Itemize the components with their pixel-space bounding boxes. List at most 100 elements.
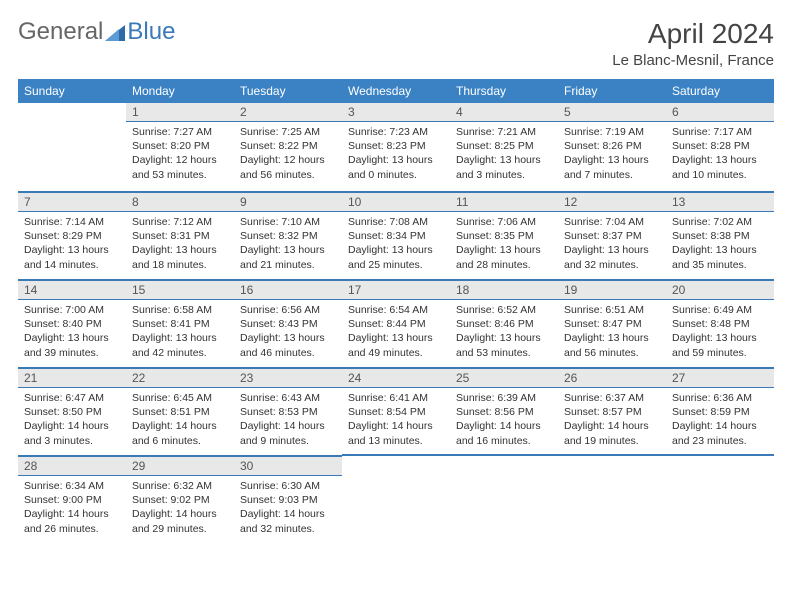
month-title: April 2024	[612, 18, 774, 50]
calendar-day-cell: 19Sunrise: 6:51 AMSunset: 8:47 PMDayligh…	[558, 279, 666, 367]
daylight-line: Daylight: 14 hours and 26 minutes.	[24, 507, 120, 535]
daylight-line: Daylight: 13 hours and 7 minutes.	[564, 153, 660, 181]
calendar-table: SundayMondayTuesdayWednesdayThursdayFrid…	[18, 79, 774, 543]
daylight-line: Daylight: 13 hours and 35 minutes.	[672, 243, 768, 271]
sunset-line: Sunset: 8:20 PM	[132, 139, 228, 153]
daylight-line: Daylight: 13 hours and 21 minutes.	[240, 243, 336, 271]
sunrise-line: Sunrise: 6:58 AM	[132, 303, 228, 317]
day-body: Sunrise: 6:43 AMSunset: 8:53 PMDaylight:…	[234, 388, 342, 452]
calendar-day-cell: 6Sunrise: 7:17 AMSunset: 8:28 PMDaylight…	[666, 103, 774, 191]
day-number: 26	[558, 367, 666, 388]
sunrise-line: Sunrise: 7:10 AM	[240, 215, 336, 229]
day-number: 8	[126, 191, 234, 212]
sunrise-line: Sunrise: 7:27 AM	[132, 125, 228, 139]
calendar-body: 1Sunrise: 7:27 AMSunset: 8:20 PMDaylight…	[18, 103, 774, 543]
sunrise-line: Sunrise: 6:41 AM	[348, 391, 444, 405]
daylight-line: Daylight: 13 hours and 53 minutes.	[456, 331, 552, 359]
sunrise-line: Sunrise: 6:30 AM	[240, 479, 336, 493]
day-body: Sunrise: 6:37 AMSunset: 8:57 PMDaylight:…	[558, 388, 666, 452]
sunset-line: Sunset: 8:38 PM	[672, 229, 768, 243]
sunset-line: Sunset: 8:44 PM	[348, 317, 444, 331]
calendar-day-cell: 3Sunrise: 7:23 AMSunset: 8:23 PMDaylight…	[342, 103, 450, 191]
day-body: Sunrise: 7:23 AMSunset: 8:23 PMDaylight:…	[342, 122, 450, 186]
daylight-line: Daylight: 14 hours and 32 minutes.	[240, 507, 336, 535]
day-number: 13	[666, 191, 774, 212]
sunset-line: Sunset: 8:34 PM	[348, 229, 444, 243]
sunset-line: Sunset: 8:25 PM	[456, 139, 552, 153]
sunrise-line: Sunrise: 6:54 AM	[348, 303, 444, 317]
calendar-week-row: 28Sunrise: 6:34 AMSunset: 9:00 PMDayligh…	[18, 455, 774, 543]
sunrise-line: Sunrise: 6:47 AM	[24, 391, 120, 405]
day-number: 12	[558, 191, 666, 212]
day-number: 18	[450, 279, 558, 300]
calendar-week-row: 1Sunrise: 7:27 AMSunset: 8:20 PMDaylight…	[18, 103, 774, 191]
daylight-line: Daylight: 13 hours and 28 minutes.	[456, 243, 552, 271]
day-body: Sunrise: 6:58 AMSunset: 8:41 PMDaylight:…	[126, 300, 234, 364]
day-body: Sunrise: 6:47 AMSunset: 8:50 PMDaylight:…	[18, 388, 126, 452]
sunrise-line: Sunrise: 6:39 AM	[456, 391, 552, 405]
calendar-empty-cell	[450, 455, 558, 543]
sunset-line: Sunset: 8:51 PM	[132, 405, 228, 419]
day-number: 16	[234, 279, 342, 300]
calendar-day-cell: 16Sunrise: 6:56 AMSunset: 8:43 PMDayligh…	[234, 279, 342, 367]
day-body: Sunrise: 6:39 AMSunset: 8:56 PMDaylight:…	[450, 388, 558, 452]
calendar-day-cell: 20Sunrise: 6:49 AMSunset: 8:48 PMDayligh…	[666, 279, 774, 367]
day-body: Sunrise: 7:12 AMSunset: 8:31 PMDaylight:…	[126, 212, 234, 276]
sunrise-line: Sunrise: 6:45 AM	[132, 391, 228, 405]
day-body: Sunrise: 6:56 AMSunset: 8:43 PMDaylight:…	[234, 300, 342, 364]
day-number: 3	[342, 103, 450, 122]
calendar-day-cell: 1Sunrise: 7:27 AMSunset: 8:20 PMDaylight…	[126, 103, 234, 191]
day-body: Sunrise: 6:32 AMSunset: 9:02 PMDaylight:…	[126, 476, 234, 540]
daylight-line: Daylight: 14 hours and 6 minutes.	[132, 419, 228, 447]
day-number: 4	[450, 103, 558, 122]
calendar-week-row: 7Sunrise: 7:14 AMSunset: 8:29 PMDaylight…	[18, 191, 774, 279]
day-number: 30	[234, 455, 342, 476]
header: General Blue April 2024 Le Blanc-Mesnil,…	[18, 18, 774, 69]
calendar-week-row: 14Sunrise: 7:00 AMSunset: 8:40 PMDayligh…	[18, 279, 774, 367]
day-number: 15	[126, 279, 234, 300]
calendar-day-cell: 28Sunrise: 6:34 AMSunset: 9:00 PMDayligh…	[18, 455, 126, 543]
daylight-line: Daylight: 12 hours and 53 minutes.	[132, 153, 228, 181]
day-number: 14	[18, 279, 126, 300]
sunrise-line: Sunrise: 7:06 AM	[456, 215, 552, 229]
calendar-head: SundayMondayTuesdayWednesdayThursdayFrid…	[18, 79, 774, 103]
sunset-line: Sunset: 8:35 PM	[456, 229, 552, 243]
weekday-row: SundayMondayTuesdayWednesdayThursdayFrid…	[18, 79, 774, 103]
calendar-day-cell: 26Sunrise: 6:37 AMSunset: 8:57 PMDayligh…	[558, 367, 666, 455]
day-body: Sunrise: 7:10 AMSunset: 8:32 PMDaylight:…	[234, 212, 342, 276]
sunset-line: Sunset: 8:31 PM	[132, 229, 228, 243]
sunset-line: Sunset: 8:50 PM	[24, 405, 120, 419]
daylight-line: Daylight: 13 hours and 25 minutes.	[348, 243, 444, 271]
daylight-line: Daylight: 14 hours and 23 minutes.	[672, 419, 768, 447]
sunrise-line: Sunrise: 6:51 AM	[564, 303, 660, 317]
sunset-line: Sunset: 8:54 PM	[348, 405, 444, 419]
day-body: Sunrise: 7:19 AMSunset: 8:26 PMDaylight:…	[558, 122, 666, 186]
sunrise-line: Sunrise: 7:12 AM	[132, 215, 228, 229]
calendar-day-cell: 22Sunrise: 6:45 AMSunset: 8:51 PMDayligh…	[126, 367, 234, 455]
daylight-line: Daylight: 13 hours and 0 minutes.	[348, 153, 444, 181]
sunset-line: Sunset: 8:37 PM	[564, 229, 660, 243]
sunrise-line: Sunrise: 6:43 AM	[240, 391, 336, 405]
day-number: 29	[126, 455, 234, 476]
sunset-line: Sunset: 8:46 PM	[456, 317, 552, 331]
calendar-day-cell: 7Sunrise: 7:14 AMSunset: 8:29 PMDaylight…	[18, 191, 126, 279]
day-body: Sunrise: 7:25 AMSunset: 8:22 PMDaylight:…	[234, 122, 342, 186]
day-number: 21	[18, 367, 126, 388]
calendar-page: General Blue April 2024 Le Blanc-Mesnil,…	[0, 0, 792, 553]
calendar-day-cell: 17Sunrise: 6:54 AMSunset: 8:44 PMDayligh…	[342, 279, 450, 367]
logo: General Blue	[18, 18, 175, 46]
sunset-line: Sunset: 8:59 PM	[672, 405, 768, 419]
calendar-day-cell: 14Sunrise: 7:00 AMSunset: 8:40 PMDayligh…	[18, 279, 126, 367]
daylight-line: Daylight: 14 hours and 13 minutes.	[348, 419, 444, 447]
calendar-day-cell: 4Sunrise: 7:21 AMSunset: 8:25 PMDaylight…	[450, 103, 558, 191]
sunset-line: Sunset: 8:26 PM	[564, 139, 660, 153]
daylight-line: Daylight: 13 hours and 3 minutes.	[456, 153, 552, 181]
day-body: Sunrise: 7:17 AMSunset: 8:28 PMDaylight:…	[666, 122, 774, 186]
calendar-day-cell: 25Sunrise: 6:39 AMSunset: 8:56 PMDayligh…	[450, 367, 558, 455]
sunrise-line: Sunrise: 6:36 AM	[672, 391, 768, 405]
daylight-line: Daylight: 14 hours and 19 minutes.	[564, 419, 660, 447]
logo-text-1: General	[18, 18, 103, 46]
weekday-header: Sunday	[18, 79, 126, 103]
day-number: 28	[18, 455, 126, 476]
sunset-line: Sunset: 8:48 PM	[672, 317, 768, 331]
